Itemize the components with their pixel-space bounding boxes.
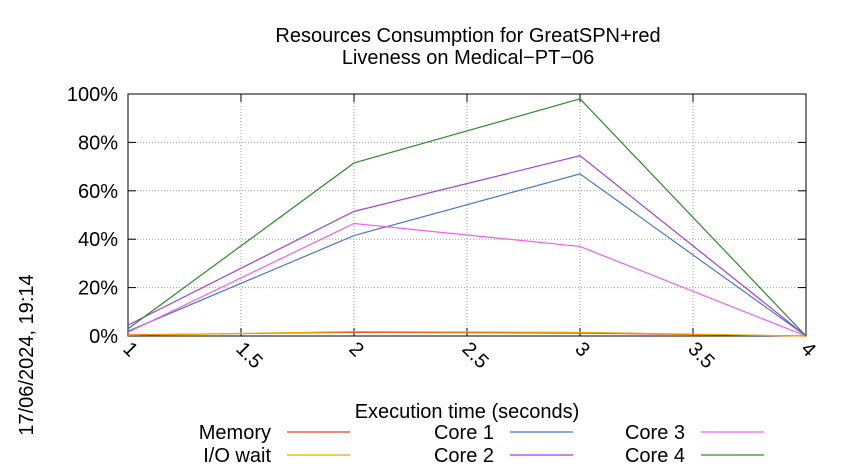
x-tick-label: 4 <box>796 338 819 361</box>
series-line-core-3 <box>127 222 807 337</box>
series-lines <box>127 98 807 337</box>
series-line-core-1 <box>127 173 807 337</box>
grid <box>128 94 806 336</box>
series-line-core-2 <box>127 155 807 337</box>
x-tick-label: 1.5 <box>231 338 266 373</box>
chart-title-line2: Liveness on Medical−PT−06 <box>342 47 594 69</box>
x-tick-label: 3.5 <box>683 338 718 373</box>
y-tick-label: 100% <box>67 84 118 106</box>
y-tick-label: 0% <box>89 326 118 348</box>
y-tick-label: 20% <box>78 278 118 300</box>
legend-label: Core 4 <box>625 445 685 467</box>
legend-label: I/O wait <box>203 445 271 467</box>
chart-title-line1: Resources Consumption for GreatSPN+red <box>275 25 660 47</box>
x-axis-label: Execution time (seconds) <box>355 401 580 423</box>
x-tick-label: 2.5 <box>457 338 492 373</box>
y-tick-label: 40% <box>78 229 118 251</box>
legend-label: Core 2 <box>434 445 494 467</box>
series-line-i-o-wait <box>127 331 807 337</box>
x-tick-label: 1 <box>118 338 141 361</box>
x-tick-label: 3 <box>570 338 593 361</box>
y-tick-label: 60% <box>78 181 118 203</box>
legend-label: Core 3 <box>625 422 685 444</box>
legend-label: Memory <box>199 422 271 444</box>
axes: 0% 20% 40% 60% 80% 100% 1 1.5 2 2.5 3 3.5 4 <box>67 84 820 373</box>
series-line-core-4 <box>127 98 807 337</box>
legend-label: Core 1 <box>434 422 494 444</box>
x-tick-label: 2 <box>344 338 367 361</box>
timestamp-label: 17/06/2024, 19:14 <box>16 274 38 435</box>
y-tick-label: 80% <box>78 132 118 154</box>
